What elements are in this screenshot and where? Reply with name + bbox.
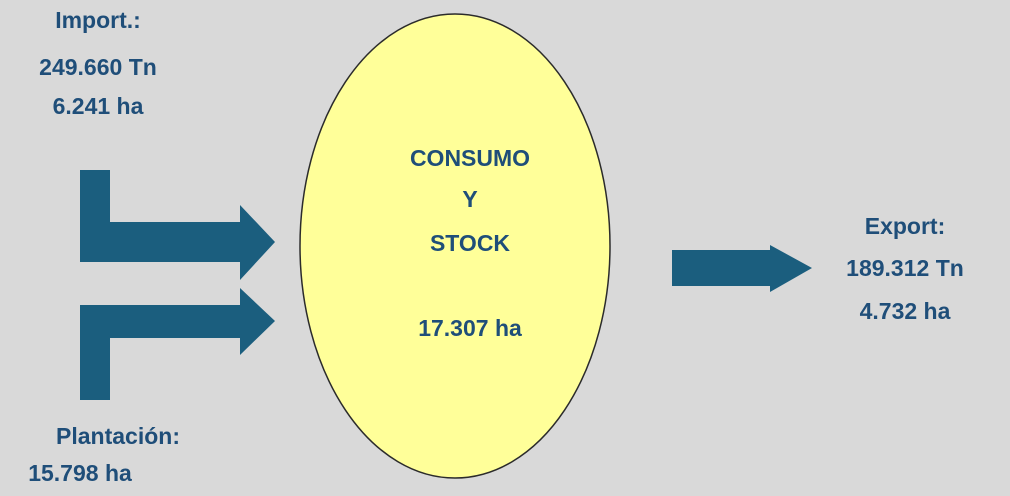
center-line: CONSUMO bbox=[410, 145, 530, 171]
export-area: 4.732 ha bbox=[860, 298, 951, 324]
plantation-area: 15.798 ha bbox=[28, 460, 132, 486]
export-tonnes: 189.312 Tn bbox=[846, 255, 964, 281]
center-line: Y bbox=[462, 186, 477, 212]
import-label: Import.: bbox=[55, 7, 141, 33]
import-tonnes: 249.660 Tn bbox=[39, 54, 157, 80]
export-arrow bbox=[672, 245, 812, 292]
export-label: Export: bbox=[865, 213, 946, 239]
import-area: 6.241 ha bbox=[53, 93, 144, 119]
center-line: STOCK bbox=[430, 230, 510, 256]
plantation-label: Plantación: bbox=[56, 423, 180, 449]
center-area: 17.307 ha bbox=[418, 315, 522, 341]
plantation-arrow bbox=[80, 288, 275, 400]
consumption-ellipse bbox=[299, 13, 611, 479]
import-arrow bbox=[80, 170, 275, 280]
